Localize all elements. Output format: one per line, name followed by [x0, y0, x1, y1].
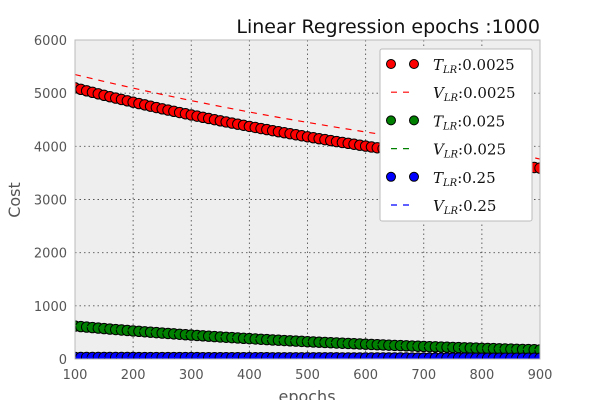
x-axis-label: epochs: [278, 387, 335, 400]
x-tick-label: 100: [63, 368, 88, 383]
series-line: [75, 324, 540, 351]
legend-item: VLR:0.025: [391, 141, 506, 161]
x-tick-label: 400: [237, 368, 262, 383]
x-tick-label: 200: [121, 368, 146, 383]
legend-label: TLR:0.25: [433, 169, 496, 189]
legend: TLR:0.0025 VLR:0.0025 TLR:0.025 VLR:0.025 TL…: [379, 48, 533, 222]
y-tick-label: 0: [59, 353, 67, 368]
legend-swatch: [386, 171, 396, 182]
plot-frame: [74, 39, 541, 360]
legend-swatch: [386, 59, 396, 69]
legend-label: TLR:0.025: [433, 112, 505, 132]
series-V_LR:0.25: [75, 356, 540, 359]
y-tick-label: 1000: [34, 300, 67, 315]
y-tick-label: 3000: [34, 194, 67, 209]
legend-swatch: [409, 59, 419, 69]
legend-item: TLR:0.025: [386, 112, 505, 132]
legend-label: VLR:0.25: [433, 197, 496, 217]
legend-item: TLR:0.0025: [386, 56, 515, 76]
legend-swatch: [409, 115, 419, 126]
legend-swatch: [386, 115, 396, 126]
x-tick-label: 700: [411, 368, 436, 383]
x-tick-label: 900: [528, 368, 553, 383]
y-tick-label: 2000: [34, 247, 67, 262]
x-tick-label: 300: [179, 368, 204, 383]
legend-item: VLR:0.0025: [391, 84, 516, 104]
x-tick-label: 600: [353, 368, 378, 383]
y-tick-label: 4000: [34, 140, 67, 155]
legend-swatch: [409, 171, 419, 182]
y-tick-label: 5000: [34, 87, 67, 102]
y-axis-label: Cost: [5, 182, 24, 218]
legend-item: TLR:0.25: [386, 169, 496, 189]
series-V_LR:0.025: [75, 324, 540, 351]
legend-label: VLR:0.0025: [433, 84, 516, 104]
x-tick-label: 500: [295, 368, 320, 383]
legend-item: VLR:0.25: [391, 197, 496, 217]
y-tick-label: 6000: [34, 34, 67, 49]
series-line: [75, 356, 540, 359]
x-tick-label: 800: [469, 368, 494, 383]
legend-label: TLR:0.0025: [433, 56, 515, 76]
legend-label: VLR:0.025: [433, 141, 506, 161]
chart-title: Linear Regression epochs :1000: [236, 16, 540, 38]
